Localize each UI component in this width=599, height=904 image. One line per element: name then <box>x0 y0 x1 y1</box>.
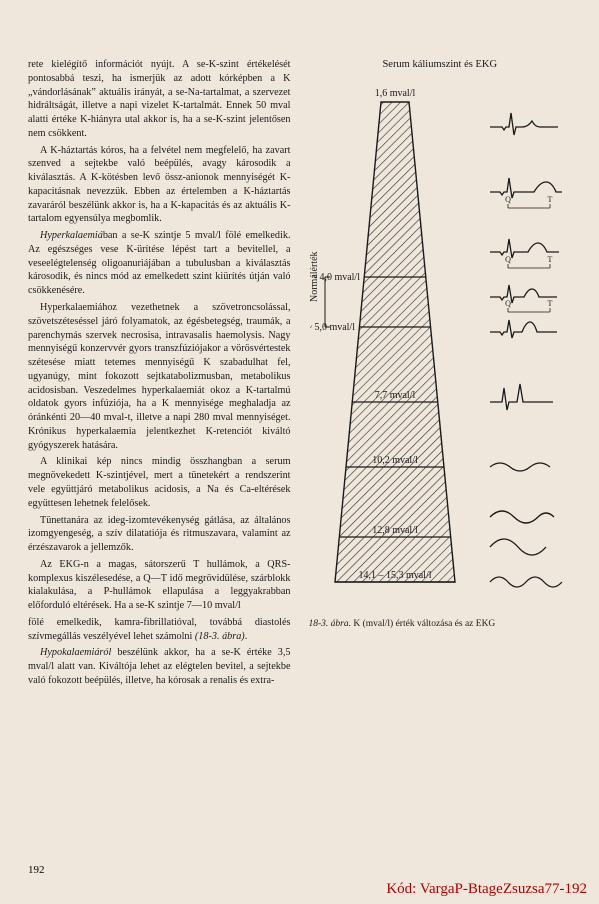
svg-text:7,7 mval/l: 7,7 mval/l <box>374 390 415 401</box>
paragraph: Hyperkalaemiában a se-K szintje 5 mval/l… <box>28 229 291 298</box>
paragraph: A klinikai kép nincs mindig összhangban … <box>28 455 291 510</box>
svg-text:10,2 mval/l: 10,2 mval/l <box>372 455 418 466</box>
term-hypokalaemia: Hypokalaemiáról <box>40 647 111 658</box>
svg-text:~ 5,0 mval/l: ~ 5,0 mval/l <box>310 322 355 333</box>
paragraph: Az EKG-n a magas, sátorszerű T hullámok,… <box>28 558 291 613</box>
paragraph: fölé emelkedik, kamra-fibrillatióval, to… <box>28 616 291 644</box>
term-hyperkalaemia: Hyperkalaemiá <box>40 230 103 241</box>
paragraph: Hypokalaemiáról beszélünk akkor, ha a se… <box>28 646 291 687</box>
svg-text:12,8 mval/l: 12,8 mval/l <box>372 525 418 536</box>
svg-text:1,6 mval/l: 1,6 mval/l <box>374 88 415 99</box>
y-axis-label: Normálérték <box>308 252 322 303</box>
figure-caption: 18-3. ábra. K (mval/l) érték változása é… <box>309 618 572 631</box>
figure-title: Serum káliumszint és EKG <box>309 58 572 72</box>
paragraph: Tünettanára az ideg-izomtevékenység gátl… <box>28 514 291 555</box>
text: fölé emelkedik, kamra-fibrillatióval, to… <box>28 617 291 642</box>
svg-text:Q: Q <box>505 195 511 204</box>
svg-text:14,1 – 15,3 mval/l: 14,1 – 15,3 mval/l <box>358 570 431 581</box>
chart-svg: 1,6 mval/l~ 4,0 mval/l~ 5,0 mval/l7,7 mv… <box>310 82 570 592</box>
page-number: 192 <box>28 864 45 876</box>
svg-text:T: T <box>547 195 552 204</box>
figure-ref: (18-3. ábra) <box>195 631 245 642</box>
caption-lead: 18-3. ábra. <box>309 619 352 629</box>
svg-text:T: T <box>547 299 552 308</box>
caption-text: K (mval/l) érték változása és az EKG <box>351 619 495 629</box>
serum-k-ekg-chart: Normálérték 1,6 mval/l~ 4,0 mval/l~ 5,0 … <box>310 82 570 612</box>
paragraph: A K-háztartás kóros, ha a felvétel nem m… <box>28 144 291 227</box>
figure-18-3: Serum káliumszint és EKG Normálérték 1,6… <box>309 58 572 631</box>
kod-stamp: Kód: VargaP-BtageZsuzsa77-192 <box>386 881 587 898</box>
page-content: rete kielégítő információt nyújt. A se-K… <box>0 0 599 820</box>
svg-text:T: T <box>547 255 552 264</box>
svg-text:Q: Q <box>505 299 511 308</box>
svg-text:Q: Q <box>505 255 511 264</box>
paragraph: Hyperkalaemiához vezethetnek a szövetron… <box>28 301 291 452</box>
paragraph: rete kielégítő információt nyújt. A se-K… <box>28 58 291 141</box>
text: . <box>245 631 248 642</box>
